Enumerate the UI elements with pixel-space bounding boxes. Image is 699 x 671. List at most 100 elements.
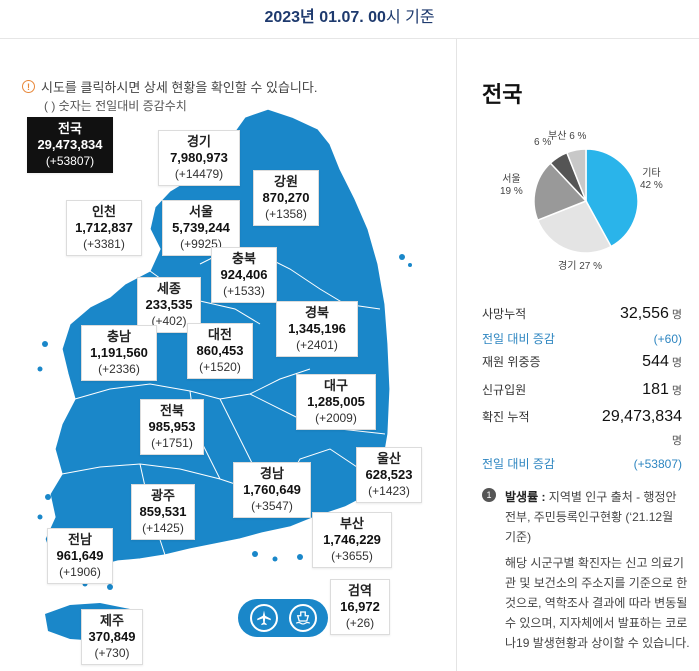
- region-quarantine[interactable]: 검역 16,972 (+26): [330, 579, 390, 635]
- stat-confirmed-diff: 전일 대비 증감 (+53807): [482, 455, 682, 472]
- region-name: 제주: [100, 613, 124, 628]
- stat-unit: 명: [671, 309, 682, 321]
- region-seoul[interactable]: 서울 5,739,244 (+9925): [162, 200, 240, 256]
- region-value: 1,760,649: [243, 482, 301, 497]
- transport-toggle[interactable]: [238, 599, 328, 637]
- pie-label-busan: 부산 6 %: [548, 131, 587, 142]
- region-gwangju[interactable]: 광주 859,531 (+1425): [131, 484, 195, 540]
- region-diff: (+26): [345, 616, 375, 630]
- region-name: 인천: [92, 204, 116, 219]
- info-icon: !: [22, 80, 35, 93]
- region-value: 859,531: [139, 504, 187, 519]
- info-subtext: ( ) 숫자는 전일대비 증감수치: [44, 99, 187, 113]
- stat-label: 전일 대비 증감: [482, 332, 555, 346]
- stat-label: 전일 대비 증감: [482, 457, 555, 471]
- region-name: 충남: [107, 329, 131, 344]
- region-chungnam[interactable]: 충남 1,191,560 (+2336): [81, 325, 157, 381]
- region-jeju[interactable]: 제주 370,849 (+730): [81, 609, 143, 665]
- region-name: 전북: [160, 403, 184, 418]
- pie-chart: 기타 42 % 경기 27 % 서울 19 % 6 % 부산 6 %: [479, 125, 689, 285]
- stat-value: (+60): [653, 332, 682, 346]
- stat-value: 544: [642, 353, 669, 370]
- region-diff: (+1751): [151, 436, 193, 450]
- region-value: 1,746,229: [323, 532, 381, 547]
- region-diff: (+2401): [296, 338, 338, 352]
- region-gyeongbuk[interactable]: 경북 1,345,196 (+2401): [276, 301, 358, 357]
- region-diff: (+1533): [223, 284, 265, 298]
- stat-confirmed: 확진 누적 29,473,834: [482, 408, 682, 426]
- region-value: 1,191,560: [90, 345, 148, 360]
- region-name: 부산: [340, 516, 364, 531]
- map-panel: ! 시도를 클릭하시면 상세 현황을 확인할 수 있습니다. ( ) 숫자는 전…: [0, 39, 455, 671]
- note-source: 발생률 : 지역별 인구 출처 - 행정안전부, 주민등록인구현황 (‘21.1…: [505, 487, 685, 547]
- region-name: 충북: [232, 251, 256, 266]
- region-name: 전국: [58, 121, 82, 136]
- region-name: 검역: [348, 583, 372, 598]
- note-number: 1: [482, 488, 496, 502]
- stat-value: 181: [642, 381, 669, 398]
- date-bold: 2023년 01.07. 00: [264, 9, 386, 26]
- date-suffix: 시 기준: [385, 9, 435, 26]
- region-jeonbuk[interactable]: 전북 985,953 (+1751): [140, 399, 204, 455]
- region-national[interactable]: 전국 29,473,834 (+53807): [27, 117, 113, 173]
- region-gyeonggi[interactable]: 경기 7,980,973 (+14479): [158, 130, 240, 186]
- region-value: 16,972: [340, 599, 380, 614]
- pie-slice-other: [585, 148, 639, 248]
- stat-label: 사망누적: [482, 307, 527, 321]
- stat-value: 32,556: [619, 305, 669, 322]
- region-diff: (+402): [151, 314, 187, 328]
- date-header: 2023년 01.07. 00시 기준: [0, 0, 699, 38]
- region-daejeon[interactable]: 대전 860,453 (+1520): [187, 323, 253, 379]
- region-value: 1,712,837: [75, 220, 133, 235]
- region-incheon[interactable]: 인천 1,712,837 (+3381): [66, 200, 142, 256]
- stat-unit: 명: [671, 357, 682, 369]
- region-diff: (+3655): [331, 549, 373, 563]
- region-chungbuk[interactable]: 충북 924,406 (+1533): [211, 247, 277, 303]
- region-daegu[interactable]: 대구 1,285,005 (+2009): [296, 374, 376, 430]
- region-diff: (+14479): [174, 167, 224, 181]
- region-name: 서울: [189, 204, 213, 219]
- region-jeonnam[interactable]: 전남 961,649 (+1906): [47, 528, 113, 584]
- region-diff: (+1423): [368, 484, 410, 498]
- pie-slice-gyeonggi: [536, 200, 613, 254]
- region-diff: (+730): [94, 646, 130, 660]
- region-value: 1,345,196: [288, 321, 346, 336]
- info-line: ! 시도를 클릭하시면 상세 현황을 확인할 수 있습니다.: [22, 77, 317, 96]
- region-gangwon[interactable]: 강원 870,270 (+1358): [253, 170, 319, 226]
- pie-label-other: 기타 42 %: [640, 168, 663, 191]
- region-diff: (+1425): [142, 521, 184, 535]
- region-busan[interactable]: 부산 1,746,229 (+3655): [312, 512, 392, 568]
- region-value: 985,953: [148, 419, 196, 434]
- region-value: 29,473,834: [37, 137, 103, 152]
- region-name: 광주: [151, 488, 175, 503]
- region-ulsan[interactable]: 울산 628,523 (+1423): [356, 447, 422, 503]
- stat-label: 확진 누적: [482, 410, 530, 424]
- region-value: 860,453: [196, 343, 244, 358]
- region-name: 경기: [187, 134, 211, 149]
- stat-deaths-diff: 전일 대비 증감 (+60): [482, 330, 682, 347]
- region-gyeongnam[interactable]: 경남 1,760,649 (+3547): [233, 462, 311, 518]
- stat-label: 재원 위중증: [482, 355, 541, 369]
- pie-slice-5: [565, 148, 587, 202]
- pie-label-seoul: 서울 19 %: [500, 174, 523, 197]
- region-value: 1,285,005: [307, 394, 365, 409]
- region-value: 233,535: [145, 297, 193, 312]
- map-island: [399, 254, 405, 260]
- region-name: 경남: [260, 466, 284, 481]
- note-body: 해당 시군구별 확진자는 신고 의료기관 및 보건소의 주소지를 기준으로 한 …: [505, 556, 690, 650]
- stat-value: (+53807): [633, 457, 682, 471]
- region-value: 7,980,973: [170, 150, 228, 165]
- ship-icon[interactable]: [288, 604, 317, 632]
- stat-critical: 재원 위중증 544 명: [482, 353, 682, 371]
- stat-confirmed-unit: 명: [671, 435, 682, 447]
- region-name: 대구: [324, 378, 348, 393]
- region-diff: (+1520): [199, 360, 241, 374]
- note-marker: 1: [482, 487, 496, 502]
- stat-value: 29,473,834: [601, 408, 682, 425]
- region-diff: (+53807): [45, 154, 95, 168]
- airplane-icon[interactable]: [249, 604, 278, 632]
- divider: [0, 38, 699, 39]
- region-value: 961,649: [56, 548, 104, 563]
- region-diff: (+2009): [315, 411, 357, 425]
- region-diff: (+3547): [251, 499, 293, 513]
